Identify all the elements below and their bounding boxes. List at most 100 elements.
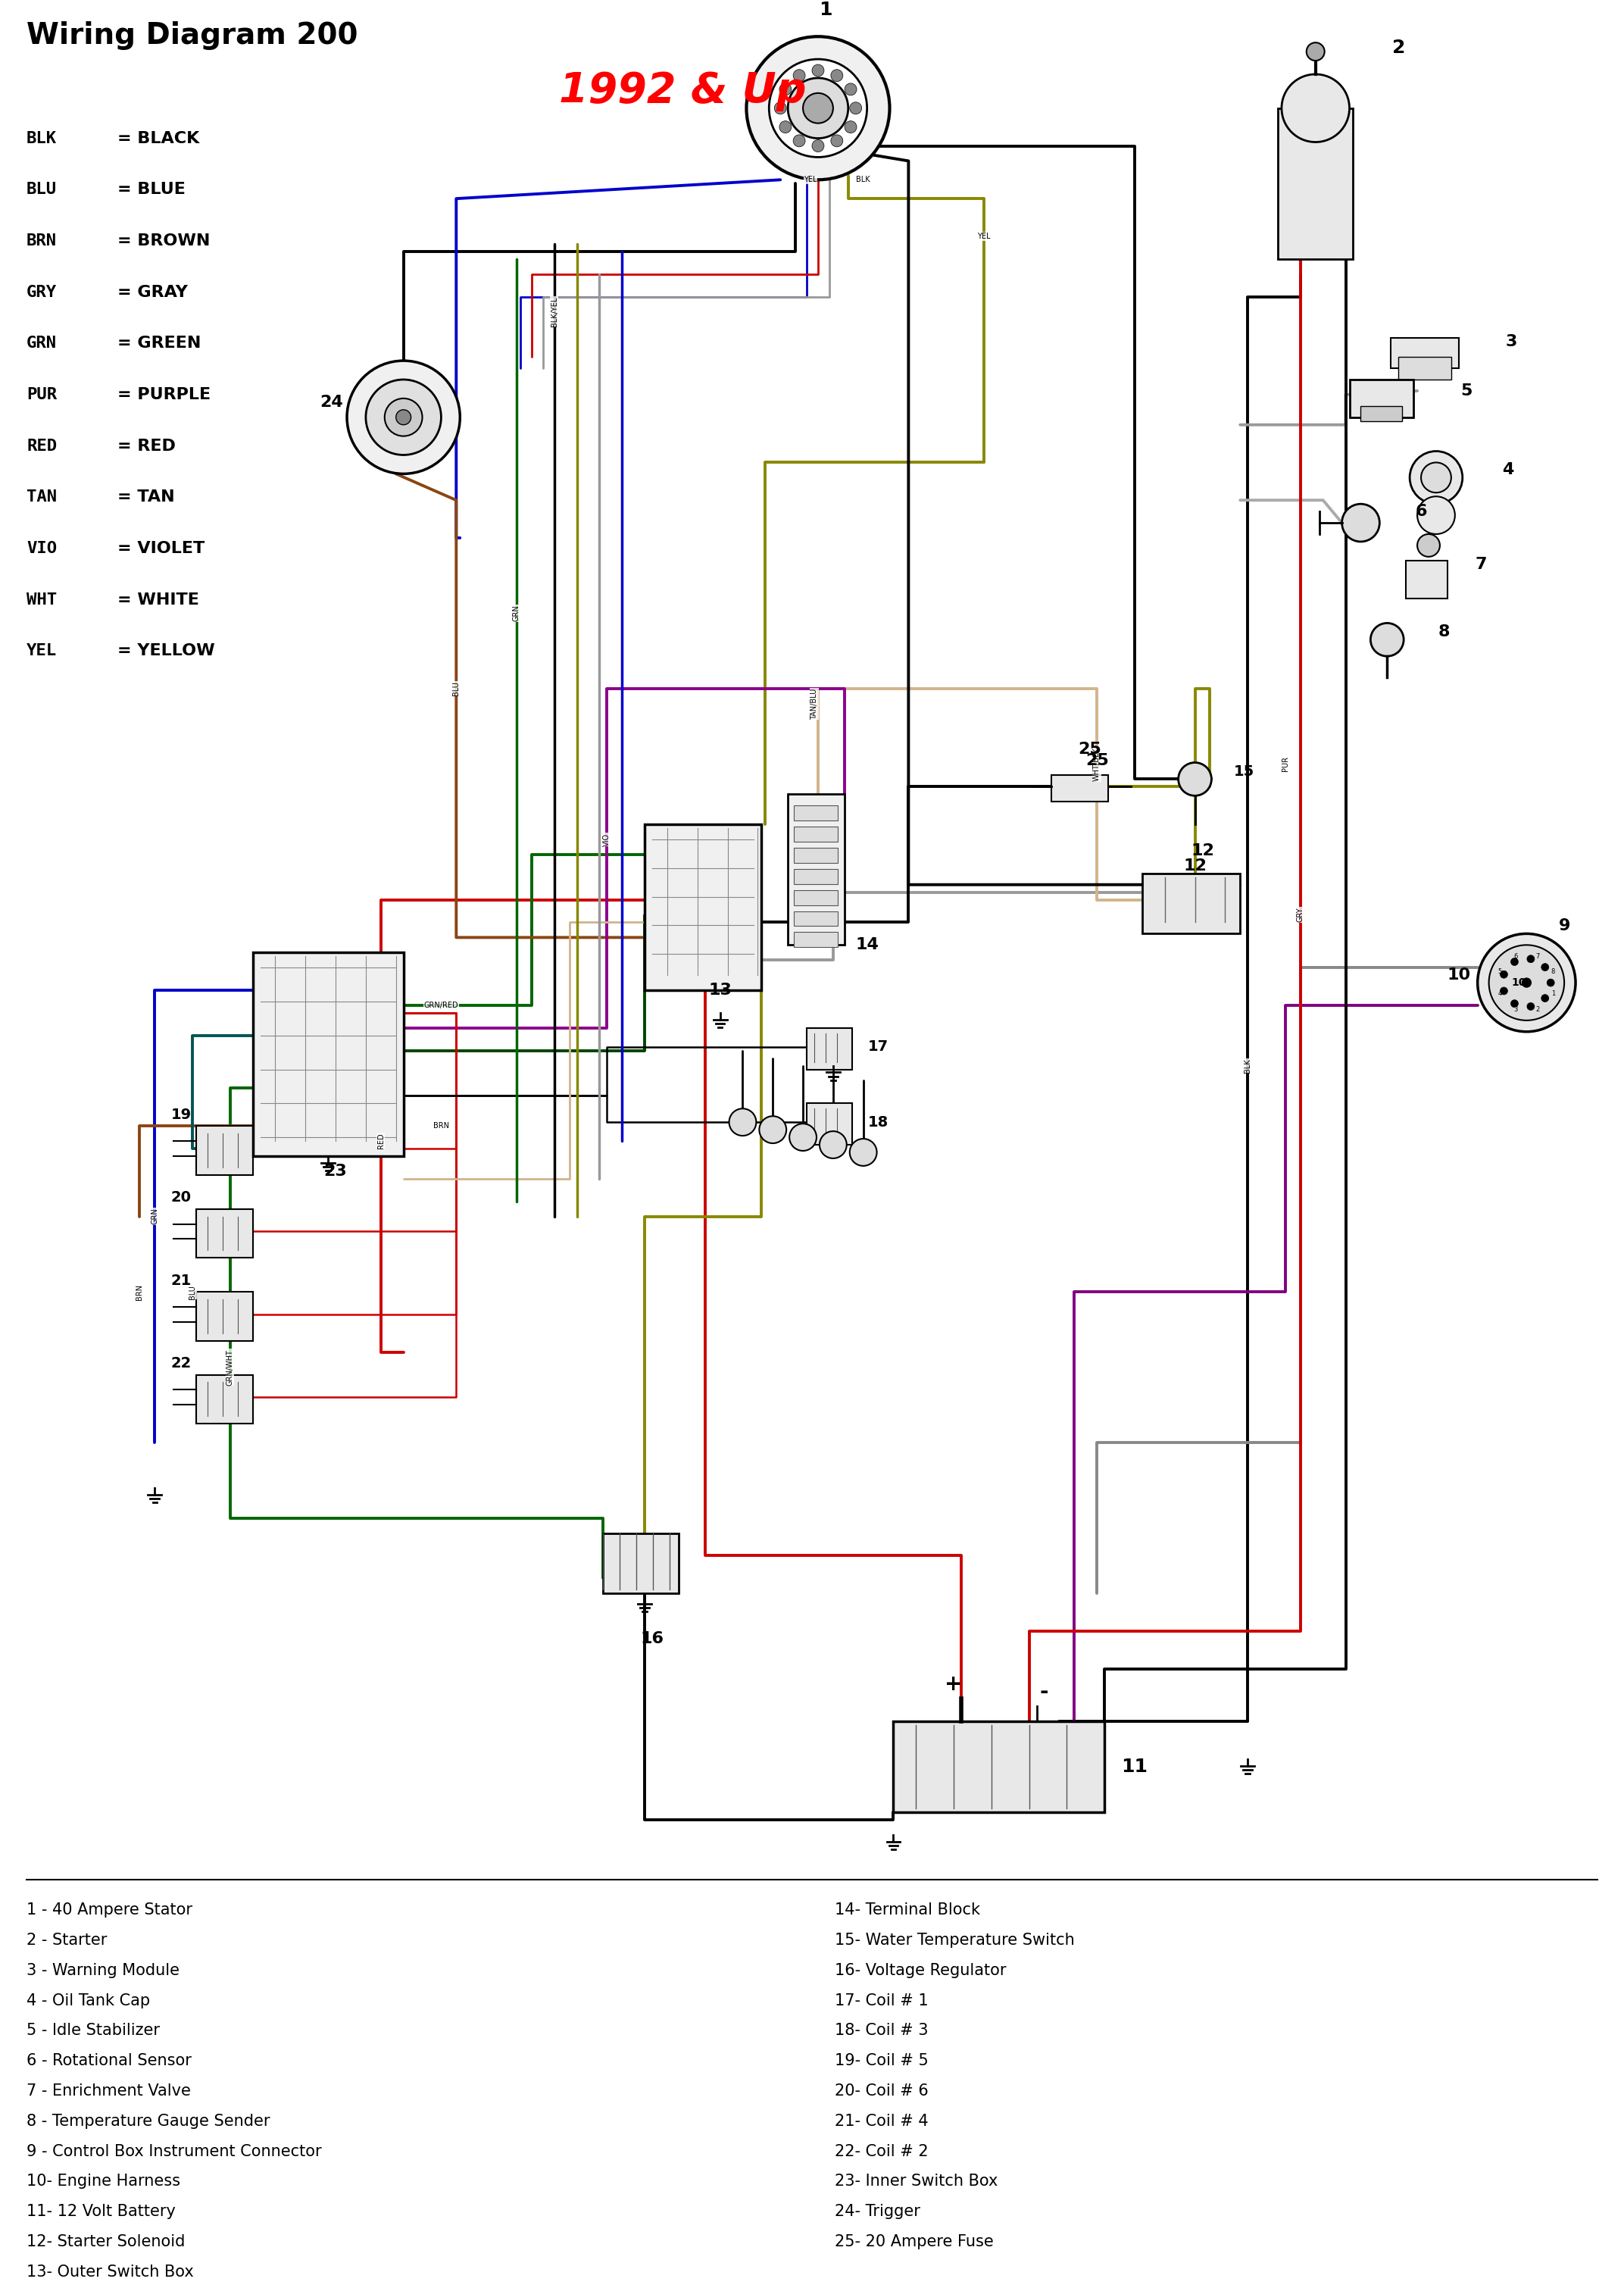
- Text: 20- Coil # 6: 20- Coil # 6: [835, 2084, 929, 2098]
- Text: GRN/WHT: GRN/WHT: [226, 1350, 234, 1384]
- Bar: [794, 931, 838, 947]
- Text: WHT/BLK: WHT/BLK: [1093, 748, 1101, 780]
- Text: 23- Inner Switch Box: 23- Inner Switch Box: [835, 2174, 997, 2190]
- Circle shape: [820, 1130, 846, 1158]
- Bar: [893, 1721, 1104, 1812]
- Circle shape: [365, 380, 442, 455]
- Text: 1: 1: [1551, 991, 1556, 998]
- Text: 9: 9: [1559, 917, 1570, 934]
- Circle shape: [1541, 963, 1549, 970]
- Circle shape: [1489, 945, 1564, 1020]
- Bar: [1406, 561, 1447, 597]
- Circle shape: [760, 1117, 786, 1144]
- Circle shape: [1541, 995, 1549, 1002]
- Bar: [1361, 405, 1402, 421]
- Text: 10: 10: [1512, 977, 1527, 988]
- Text: YEL: YEL: [26, 643, 57, 659]
- Circle shape: [1522, 979, 1531, 986]
- Text: 4: 4: [1497, 991, 1502, 998]
- Text: 24: 24: [320, 394, 344, 410]
- Text: 17- Coil # 1: 17- Coil # 1: [835, 1993, 929, 2009]
- Bar: [794, 826, 838, 842]
- Text: 14- Terminal Block: 14- Terminal Block: [835, 1901, 979, 1917]
- Text: BLK: BLK: [26, 130, 57, 146]
- Bar: [794, 869, 838, 883]
- Text: GRY: GRY: [1296, 908, 1304, 922]
- Bar: [794, 890, 838, 906]
- Text: 1992 & Up: 1992 & Up: [559, 71, 806, 112]
- Circle shape: [1418, 533, 1440, 556]
- Text: GRN: GRN: [26, 336, 57, 350]
- Text: BRN: BRN: [434, 1121, 450, 1130]
- Circle shape: [844, 82, 857, 96]
- Circle shape: [729, 1110, 757, 1135]
- Text: 15- Water Temperature Switch: 15- Water Temperature Switch: [835, 1933, 1075, 1947]
- Text: 4 - Oil Tank Cap: 4 - Oil Tank Cap: [26, 1993, 149, 2009]
- Text: = BROWN: = BROWN: [117, 233, 209, 249]
- Circle shape: [1510, 1000, 1518, 1007]
- Circle shape: [747, 37, 890, 181]
- Text: 3: 3: [1514, 1007, 1518, 1014]
- Text: 5: 5: [1460, 384, 1471, 398]
- Circle shape: [844, 121, 857, 133]
- Circle shape: [1478, 934, 1575, 1032]
- Circle shape: [780, 121, 791, 133]
- Circle shape: [812, 64, 823, 76]
- Text: = TAN: = TAN: [117, 490, 174, 506]
- Circle shape: [1371, 622, 1403, 657]
- Text: 19- Coil # 5: 19- Coil # 5: [835, 2052, 929, 2068]
- Text: 1 - 40 Ampere Stator: 1 - 40 Ampere Stator: [26, 1901, 193, 1917]
- Bar: [1278, 108, 1353, 259]
- Circle shape: [1281, 73, 1350, 142]
- Text: 10- Engine Harness: 10- Engine Harness: [26, 2174, 180, 2190]
- Text: 7 - Enrichment Valve: 7 - Enrichment Valve: [26, 2084, 192, 2098]
- Text: GRN/RED: GRN/RED: [424, 1002, 458, 1009]
- Text: GRY: GRY: [26, 284, 57, 300]
- Text: PUR: PUR: [1281, 757, 1289, 771]
- Text: 10: 10: [1447, 968, 1470, 984]
- Text: = WHITE: = WHITE: [117, 593, 198, 606]
- Circle shape: [1179, 762, 1212, 796]
- Text: 23: 23: [323, 1165, 348, 1178]
- Text: 7: 7: [1535, 952, 1540, 959]
- Text: TAN: TAN: [26, 490, 57, 506]
- Bar: [603, 1533, 679, 1592]
- Circle shape: [1510, 959, 1518, 966]
- Bar: [253, 952, 403, 1155]
- Circle shape: [789, 1123, 817, 1151]
- Circle shape: [849, 103, 862, 114]
- Text: 2 - Starter: 2 - Starter: [26, 1933, 107, 1947]
- Bar: [1398, 357, 1452, 380]
- Circle shape: [831, 135, 843, 146]
- Text: = VIOLET: = VIOLET: [117, 540, 205, 556]
- Bar: [794, 911, 838, 927]
- Bar: [1390, 339, 1458, 368]
- Text: 13: 13: [708, 982, 732, 998]
- Text: BLK: BLK: [856, 176, 870, 183]
- Bar: [807, 1103, 853, 1144]
- Text: 11- 12 Volt Battery: 11- 12 Volt Battery: [26, 2203, 175, 2219]
- Bar: [807, 1027, 853, 1068]
- Text: = BLUE: = BLUE: [117, 183, 185, 197]
- Bar: [788, 794, 844, 945]
- Text: 25: 25: [1085, 753, 1109, 769]
- Text: 11: 11: [1121, 1757, 1148, 1775]
- Bar: [197, 1375, 253, 1423]
- Text: WHT: WHT: [26, 593, 57, 606]
- Text: 2: 2: [1536, 1007, 1540, 1014]
- Circle shape: [385, 398, 422, 437]
- Text: 12- Starter Solenoid: 12- Starter Solenoid: [26, 2233, 185, 2249]
- Text: 18- Coil # 3: 18- Coil # 3: [835, 2023, 929, 2039]
- Text: = RED: = RED: [117, 439, 175, 453]
- Circle shape: [780, 82, 791, 96]
- Circle shape: [1306, 43, 1325, 62]
- Text: 19: 19: [171, 1107, 192, 1121]
- Text: 8: 8: [1551, 968, 1556, 975]
- Circle shape: [788, 78, 848, 137]
- Circle shape: [831, 69, 843, 82]
- Text: 24- Trigger: 24- Trigger: [835, 2203, 921, 2219]
- Text: BLK: BLK: [1244, 1059, 1252, 1073]
- Text: BLU: BLU: [188, 1284, 197, 1300]
- Circle shape: [1501, 986, 1507, 995]
- Text: GRN: GRN: [513, 604, 520, 622]
